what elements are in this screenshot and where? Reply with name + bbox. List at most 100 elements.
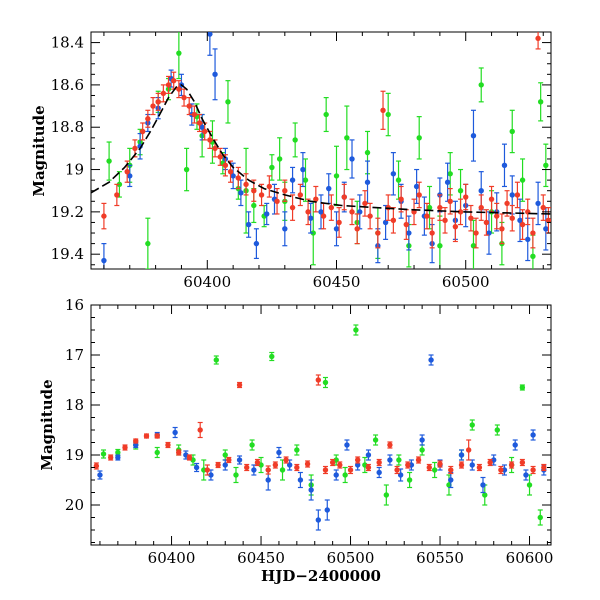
data-point bbox=[294, 463, 300, 472]
data-point bbox=[406, 471, 413, 489]
data-point bbox=[519, 458, 526, 467]
data-point bbox=[416, 116, 422, 160]
data-point bbox=[354, 456, 361, 464]
data-point bbox=[139, 122, 146, 141]
data-point bbox=[333, 211, 340, 247]
data-point bbox=[176, 32, 182, 80]
data-point bbox=[272, 461, 279, 469]
data-point bbox=[318, 194, 324, 230]
data-point bbox=[447, 187, 453, 215]
data-point bbox=[494, 202, 500, 230]
data-point bbox=[181, 88, 187, 107]
data-point bbox=[530, 465, 536, 475]
top-panel-frame bbox=[90, 31, 552, 270]
x-tick-label: 60600 bbox=[506, 549, 554, 567]
bottom-y-axis-title: Magnitude bbox=[38, 379, 56, 470]
data-point bbox=[473, 217, 479, 249]
data-point bbox=[212, 48, 218, 101]
data-point bbox=[150, 96, 156, 116]
data-point bbox=[390, 207, 397, 234]
top-panel: 60400 60450 60500 18.4 18.6 18.8 19 19.2 19.4 Ma… bbox=[30, 31, 552, 291]
data-point bbox=[375, 217, 381, 249]
x-tick-label: 60450 bbox=[237, 549, 285, 567]
data-point bbox=[480, 476, 486, 494]
data-point bbox=[233, 466, 239, 484]
data-point bbox=[424, 202, 430, 230]
data-point bbox=[486, 211, 492, 255]
data-point bbox=[535, 181, 541, 226]
data-point bbox=[347, 465, 354, 475]
data-point bbox=[100, 449, 107, 459]
data-point bbox=[183, 147, 190, 192]
data-point bbox=[143, 433, 150, 439]
data-point bbox=[483, 209, 490, 236]
data-point bbox=[328, 194, 335, 221]
data-point bbox=[101, 243, 107, 269]
data-point bbox=[519, 209, 526, 240]
data-point bbox=[172, 426, 178, 439]
data-point bbox=[186, 96, 192, 116]
x-tick-label: 60400 bbox=[148, 549, 196, 567]
data-point bbox=[230, 162, 236, 190]
data-point bbox=[308, 479, 314, 501]
data-point bbox=[170, 71, 177, 90]
data-point bbox=[269, 154, 275, 181]
data-point bbox=[165, 75, 172, 94]
data-point bbox=[469, 459, 475, 471]
data-point bbox=[429, 217, 435, 249]
data-point bbox=[315, 374, 322, 386]
data-point bbox=[349, 198, 355, 226]
data-point bbox=[127, 164, 133, 188]
data-point bbox=[458, 461, 465, 469]
data-point bbox=[523, 469, 529, 481]
data-point bbox=[106, 141, 112, 181]
data-point bbox=[530, 429, 536, 441]
data-point bbox=[283, 456, 289, 464]
series-2 bbox=[93, 374, 547, 476]
data-point bbox=[313, 185, 319, 213]
x-tick-label: 60450 bbox=[313, 273, 361, 291]
data-point bbox=[344, 105, 350, 171]
data-point bbox=[478, 194, 484, 221]
data-point bbox=[107, 454, 114, 461]
data-point bbox=[337, 461, 343, 469]
data-point bbox=[307, 202, 314, 234]
data-point bbox=[324, 499, 330, 521]
data-point bbox=[225, 80, 231, 124]
data-point bbox=[344, 439, 350, 451]
y-tick-label: 18.4 bbox=[51, 34, 84, 52]
bottom-panel-frame bbox=[90, 304, 552, 546]
data-point bbox=[349, 139, 355, 179]
data-point bbox=[405, 461, 411, 469]
data-point bbox=[487, 458, 493, 467]
data-point bbox=[165, 441, 171, 449]
data-point bbox=[468, 204, 474, 232]
data-point bbox=[297, 183, 304, 207]
data-point bbox=[300, 152, 306, 188]
y-tick-label: 17 bbox=[65, 346, 84, 364]
data-point bbox=[269, 351, 275, 362]
x-tick-label: 60400 bbox=[183, 273, 231, 291]
top-y-axis-title: Magnitude bbox=[30, 105, 48, 196]
data-point bbox=[101, 202, 107, 230]
data-point bbox=[302, 158, 309, 202]
data-point bbox=[383, 484, 390, 506]
data-point bbox=[398, 185, 404, 213]
data-point bbox=[390, 152, 397, 196]
data-point bbox=[463, 183, 469, 211]
data-point bbox=[406, 215, 412, 251]
data-point bbox=[448, 465, 454, 475]
data-point bbox=[530, 217, 536, 249]
data-point bbox=[294, 444, 300, 456]
data-point bbox=[297, 471, 304, 489]
data-point bbox=[465, 439, 472, 461]
data-point bbox=[145, 109, 151, 128]
data-point bbox=[437, 194, 443, 221]
data-point bbox=[357, 194, 363, 230]
data-point bbox=[367, 202, 373, 230]
data-point bbox=[97, 470, 103, 480]
data-point bbox=[396, 454, 402, 466]
data-point bbox=[385, 92, 391, 137]
data-point bbox=[133, 438, 139, 444]
